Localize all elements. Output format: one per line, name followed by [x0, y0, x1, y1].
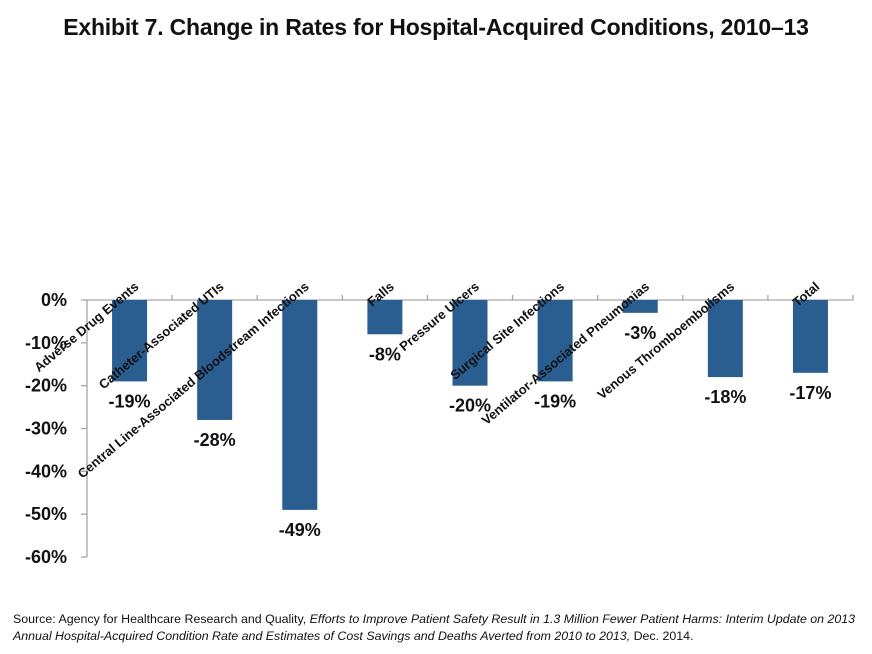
bar [367, 300, 403, 335]
data-label: -20% [449, 396, 491, 416]
data-label: -19% [109, 391, 151, 411]
y-tick-label: -20% [25, 376, 67, 396]
data-label: -49% [279, 520, 321, 540]
bar [792, 300, 828, 373]
chart-title: Exhibit 7. Change in Rates for Hospital-… [63, 14, 809, 40]
y-tick-label: -10% [25, 333, 67, 353]
bar [707, 300, 743, 378]
source-suffix: Dec. 2014. [630, 629, 694, 643]
bar [197, 300, 233, 420]
y-tick-label: -60% [25, 547, 67, 567]
source-prefix: Source: Agency for Healthcare Research a… [13, 612, 310, 626]
y-tick-label: -50% [25, 504, 67, 524]
data-label: -28% [194, 430, 236, 450]
y-tick-label: 0% [41, 290, 67, 310]
data-label: -3% [624, 323, 656, 343]
data-label: -8% [369, 344, 401, 364]
data-label: -19% [534, 391, 576, 411]
bar [112, 300, 148, 382]
bar [282, 300, 318, 510]
source-title: Efforts to Improve Patient Safety Result… [13, 612, 856, 643]
source-note: Source: Agency for Healthcare Research a… [13, 611, 863, 645]
bar [622, 300, 658, 313]
bar [537, 300, 573, 382]
bar [452, 300, 488, 386]
data-label: -18% [704, 387, 746, 407]
y-tick-label: -40% [25, 461, 67, 481]
y-tick-label: -30% [25, 419, 67, 439]
data-label: -17% [789, 383, 831, 403]
